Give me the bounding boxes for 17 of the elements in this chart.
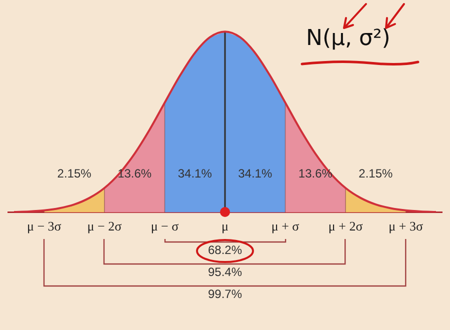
band-label: 13.6% (298, 166, 333, 181)
x-tick-label: μ (222, 218, 229, 234)
band-label: 2.15% (57, 166, 92, 181)
band-label: 34.1% (178, 166, 212, 181)
text: 68.2% (206, 243, 244, 257)
x-tick-label: μ + σ (271, 218, 300, 234)
text: 99.7% (206, 287, 244, 301)
band-label: 34.1% (238, 166, 272, 181)
x-tick-label: μ − σ (150, 218, 179, 234)
band-label: 2.15% (358, 166, 394, 181)
x-tick-label: μ + 2σ (328, 218, 363, 234)
x-tick-label: μ − 2σ (87, 218, 122, 234)
x-tick-label: μ + 3σ (388, 218, 423, 234)
text: 95.4% (206, 265, 244, 279)
annotation: N(μ, σ²) (306, 26, 390, 51)
band-label: 13.6% (118, 166, 152, 181)
x-tick-label: μ − 3σ (27, 218, 62, 234)
